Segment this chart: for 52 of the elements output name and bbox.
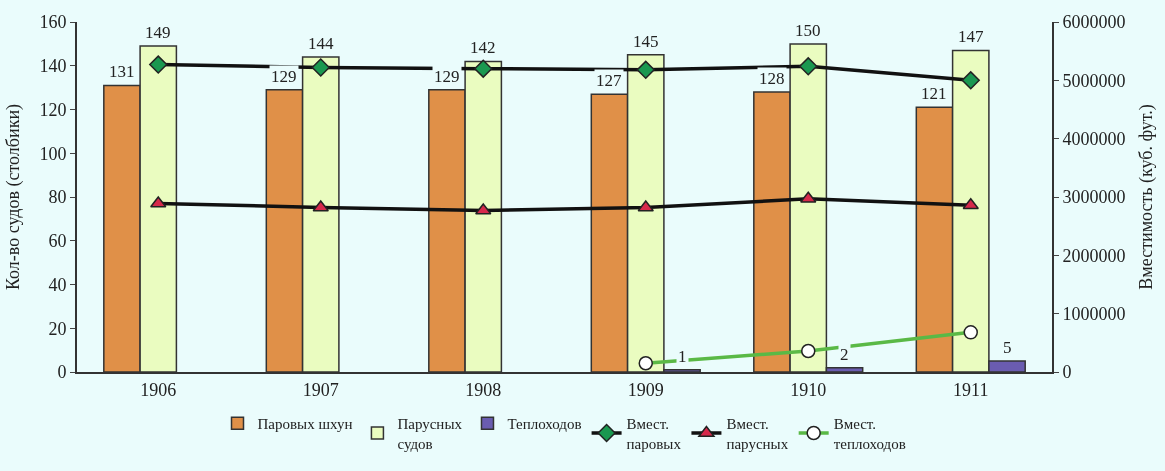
x-tick-label: 1907 (302, 379, 339, 400)
data-label: 129 (271, 67, 297, 86)
legend-label: Паровых шхун (257, 416, 353, 433)
data-label: 149 (145, 23, 171, 42)
x-tick-label: 1911 (953, 379, 989, 400)
x-tick-label: 1910 (790, 379, 827, 400)
data-label: 127 (596, 71, 622, 90)
legend-label: Вмест. парусных (726, 416, 789, 452)
y-tick-label: 120 (39, 99, 67, 120)
y-tick-label: 20 (48, 318, 67, 339)
y-tick-label: 100 (39, 143, 67, 164)
data-label: 142 (470, 38, 496, 57)
data-label: 131 (109, 62, 135, 81)
data-label: 145 (633, 32, 659, 51)
legend-label: Теплоходов (507, 416, 582, 433)
y2-tick-label: 1000000 (1062, 303, 1126, 324)
data-label: 1 (678, 347, 687, 366)
y-tick-label: 140 (39, 56, 67, 77)
y-tick-label: 0 (57, 362, 67, 383)
y2-tick-label: 5000000 (1062, 70, 1126, 91)
legend-label: Парусных судов (397, 416, 463, 452)
point (311, 58, 330, 77)
point (799, 57, 818, 76)
y-axis-title: Кол-во судов (столбики) (3, 103, 25, 291)
data-label: 150 (795, 21, 821, 40)
legend-label: Вмест. паровых (626, 416, 682, 452)
point (474, 59, 493, 78)
data-label: 147 (958, 27, 984, 46)
legend-label: Вмест. теплоходов (833, 416, 906, 452)
data-label: 128 (759, 69, 785, 88)
y2-tick-label: 2000000 (1062, 245, 1126, 266)
x-tick-label: 1906 (140, 379, 177, 400)
x-tick-label: 1909 (627, 379, 664, 400)
y2-tick-label: 6000000 (1062, 12, 1126, 33)
point (636, 60, 655, 80)
y-tick-label: 160 (39, 12, 67, 33)
y-tick-label: 60 (48, 231, 67, 252)
point (149, 55, 168, 74)
point (962, 197, 980, 210)
y2-tick-label: 4000000 (1062, 128, 1126, 149)
data-label: 129 (434, 67, 460, 86)
data-label: 2 (840, 345, 849, 364)
data-label: 5 (1003, 338, 1012, 357)
data-label: 144 (308, 34, 334, 53)
y2-tick-label: 0 (1062, 362, 1072, 383)
y2-axis-title: Вместимость (куб. фут.) (1136, 104, 1158, 290)
y2-tick-label: 3000000 (1062, 187, 1126, 208)
y-tick-label: 40 (48, 274, 67, 295)
x-tick-label: 1908 (465, 379, 502, 400)
point (961, 71, 980, 90)
data-label: 121 (921, 84, 947, 103)
y-tick-label: 80 (48, 187, 67, 208)
